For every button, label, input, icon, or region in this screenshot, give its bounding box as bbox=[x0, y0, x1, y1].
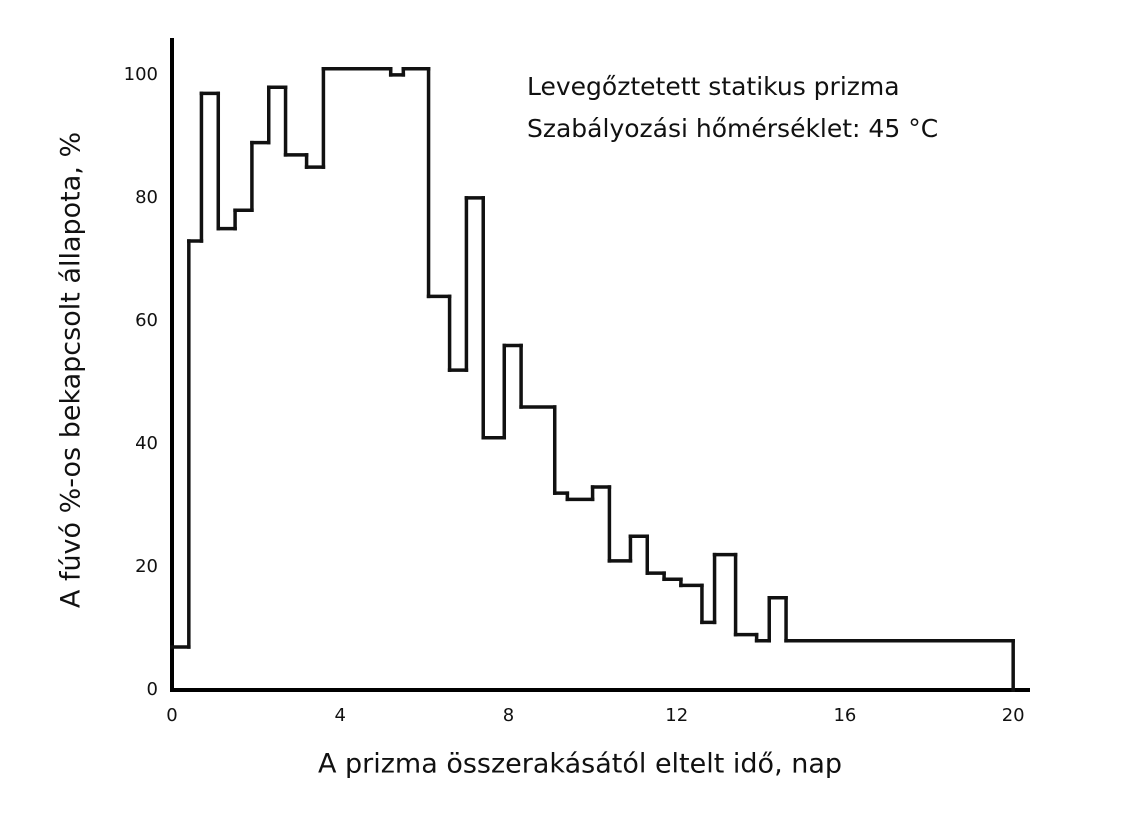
x-tick-label: 12 bbox=[665, 705, 688, 726]
y-tick-label: 60 bbox=[135, 310, 158, 331]
x-tick-label: 4 bbox=[335, 705, 346, 726]
x-tick-label: 0 bbox=[166, 705, 177, 726]
annotation: Levegőztetett statikus prizma bbox=[527, 72, 900, 101]
x-tick-label: 16 bbox=[833, 705, 856, 726]
y-axis-title: A fúvó %-os bekapcsolt állapota, % bbox=[56, 132, 87, 608]
x-tick-label: 8 bbox=[503, 705, 514, 726]
x-axis-title: A prizma összerakásától eltelt idő, nap bbox=[318, 749, 842, 780]
y-tick-label: 40 bbox=[135, 433, 158, 454]
y-tick-label: 0 bbox=[147, 679, 158, 700]
x-tick-label: 20 bbox=[1002, 705, 1025, 726]
y-tick-label: 20 bbox=[135, 556, 158, 577]
y-tick-label: 100 bbox=[124, 64, 158, 85]
annotation: Szabályozási hőmérséklet: 45 °C bbox=[527, 114, 938, 143]
y-tick-label: 80 bbox=[135, 187, 158, 208]
